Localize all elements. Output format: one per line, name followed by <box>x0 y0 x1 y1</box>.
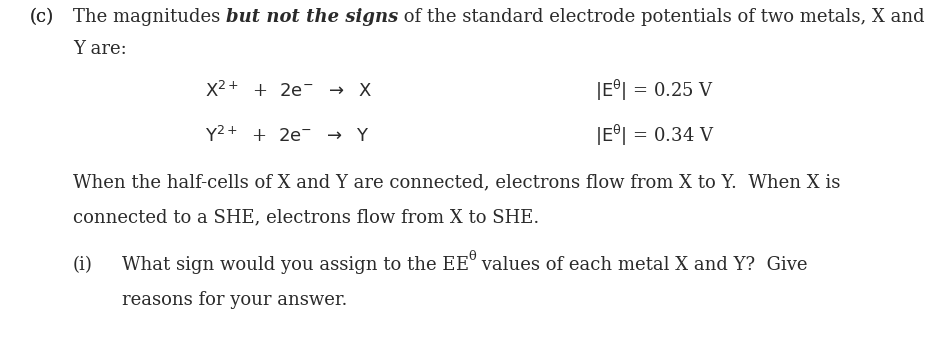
Text: (c): (c) <box>30 8 54 26</box>
Text: $\mathrm{Y^{2+}}$  +  $\mathrm{2e^{-}}$  $\rightarrow$  $\mathrm{Y}$: $\mathrm{Y^{2+}}$ + $\mathrm{2e^{-}}$ $\… <box>205 126 370 146</box>
Text: θ: θ <box>469 250 476 263</box>
Text: (i): (i) <box>73 256 93 274</box>
Text: values of each metal X and Y?  Give: values of each metal X and Y? Give <box>476 256 808 274</box>
Text: The magnitudes: The magnitudes <box>73 8 226 26</box>
Text: E: E <box>456 256 469 274</box>
Text: When the half-cells of X and Y are connected, electrons flow from X to Y.  When : When the half-cells of X and Y are conne… <box>73 173 841 191</box>
Text: reasons for your answer.: reasons for your answer. <box>122 291 348 309</box>
Text: of the standard electrode potentials of two metals, X and: of the standard electrode potentials of … <box>398 8 924 26</box>
Text: Y are:: Y are: <box>73 40 126 58</box>
Text: but not the signs: but not the signs <box>226 8 398 26</box>
Text: What sign would you assign to the E: What sign would you assign to the E <box>122 256 456 274</box>
Text: $\mathrm{X^{2+}}$  +  $\mathrm{2e^{-}}$  $\rightarrow$  $\mathrm{X}$: $\mathrm{X^{2+}}$ + $\mathrm{2e^{-}}$ $\… <box>205 81 372 101</box>
Text: connected to a SHE, electrons flow from X to SHE.: connected to a SHE, electrons flow from … <box>73 208 539 226</box>
Text: (c): (c) <box>30 8 54 26</box>
Text: $|\mathrm{E^{\theta}}|$ = 0.34 V: $|\mathrm{E^{\theta}}|$ = 0.34 V <box>595 123 714 148</box>
Text: $|\mathrm{E^{\theta}}|$ = 0.25 V: $|\mathrm{E^{\theta}}|$ = 0.25 V <box>595 78 714 103</box>
